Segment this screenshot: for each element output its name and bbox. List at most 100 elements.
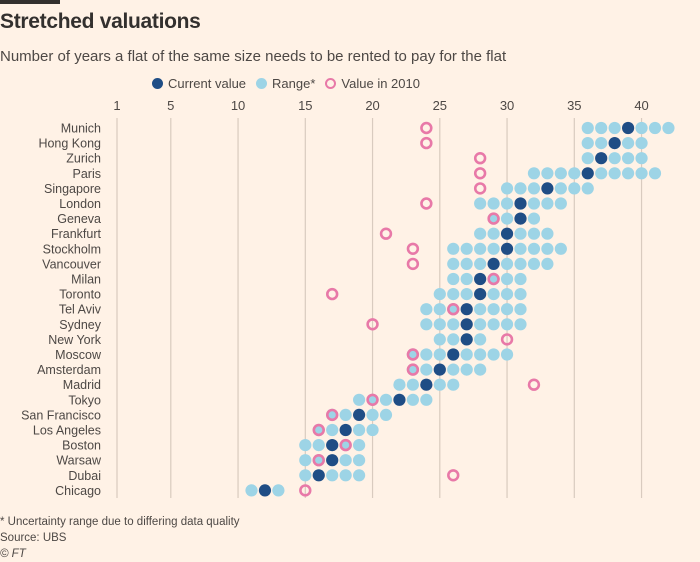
value-2010-dot-frankfurt	[379, 227, 393, 240]
city-label-paris: Paris	[73, 167, 101, 181]
range-dot-stockholm-28	[474, 242, 487, 255]
current-dot-frankfurt	[500, 227, 514, 240]
range-dot-hong-kong-39	[622, 137, 635, 150]
range-dot-los-angeles-17	[326, 423, 339, 437]
range-dot-paris-35	[568, 167, 581, 180]
range-dot-dubai-15	[299, 469, 312, 482]
current-dot-boston	[326, 439, 339, 452]
range-dot-chicago-11	[245, 484, 258, 497]
current-dot-vancouver	[487, 257, 500, 270]
chart-title: Stretched valuations	[0, 10, 201, 33]
value-2010-dot-london	[420, 197, 433, 210]
range-dot-madrid-26	[447, 378, 460, 391]
range-dot-tel-aviv-31	[514, 303, 527, 316]
range-dot-warsaw-19	[353, 454, 366, 467]
range-dot-munich-38	[608, 121, 621, 135]
range-dot-sydney-30	[500, 318, 514, 331]
city-label-hong-kong: Hong Kong	[38, 137, 101, 151]
value-2010-swatch-icon	[325, 78, 337, 89]
current-dot-madrid	[420, 378, 433, 391]
range-dot-frankfurt-33	[541, 227, 554, 240]
value-2010-dot-new-york	[500, 333, 514, 346]
current-dot-milan	[474, 272, 487, 286]
range-dot-vancouver-27	[460, 257, 473, 270]
legend-item-2010: Value in 2010	[325, 76, 420, 91]
range-dot-dubai-17	[326, 469, 339, 482]
range-dot-sydney-25	[433, 318, 446, 331]
range-dot-tel-aviv-25	[433, 303, 446, 316]
current-dot-warsaw	[326, 454, 339, 467]
range-dot-geneva-30	[500, 212, 514, 225]
range-dot-sydney-24	[420, 318, 433, 331]
current-dot-amsterdam	[433, 363, 446, 376]
range-dot-new-york-25	[433, 333, 446, 346]
range-dot-munich-42	[662, 121, 675, 135]
legend-label-range: Range*	[272, 76, 316, 91]
city-label-los-angeles: Los Angeles	[33, 424, 101, 438]
legend: Current value Range* Value in 2010	[152, 76, 420, 91]
source-note: Source: UBS	[0, 532, 67, 544]
x-tick-label-5: 5	[167, 98, 174, 113]
city-label-london: London	[59, 197, 101, 211]
range-dot-toronto-29	[487, 288, 500, 301]
value-2010-dot-tokyo	[366, 393, 379, 406]
value-2010-dot-moscow	[406, 348, 420, 361]
range-dot-paris-33	[541, 167, 554, 180]
legend-item-range: Range*	[256, 76, 315, 91]
range-dot-chicago-13	[272, 484, 285, 497]
range-dot-paris-41	[648, 167, 662, 180]
value-2010-dot-dubai	[447, 469, 460, 482]
range-dot-hong-kong-36	[581, 137, 594, 150]
city-label-warsaw: Warsaw	[56, 454, 102, 468]
range-dot-tel-aviv-30	[500, 303, 514, 316]
range-dot-london-30	[500, 197, 514, 210]
value-2010-dot-warsaw	[312, 454, 325, 467]
range-dot-toronto-30	[500, 288, 514, 301]
current-dot-new-york	[460, 333, 473, 346]
range-dot-zurich-36	[581, 152, 594, 165]
range-dot-dubai-18	[339, 469, 352, 482]
range-dot-milan-27	[460, 272, 473, 286]
city-label-madrid: Madrid	[63, 378, 101, 392]
x-tick-label-25: 25	[433, 98, 447, 113]
range-dot-singapore-35	[568, 182, 581, 195]
city-label-tokyo: Tokyo	[68, 393, 101, 407]
range-dot-vancouver-31	[514, 257, 527, 270]
range-dot-tokyo-24	[420, 393, 433, 406]
range-dot-madrid-22	[393, 378, 406, 391]
range-dot-san-francisco-18	[339, 408, 352, 421]
range-dot-boston-16	[312, 439, 325, 452]
city-label-munich: Munich	[61, 122, 101, 136]
range-dot-sydney-31	[514, 318, 527, 331]
city-label-new-york: New York	[48, 333, 102, 347]
value-2010-dot-singapore	[473, 182, 487, 195]
city-label-frankfurt: Frankfurt	[51, 227, 102, 241]
current-dot-sydney	[460, 318, 473, 331]
range-dot-moscow-30	[500, 348, 514, 361]
value-2010-dot-toronto	[326, 287, 339, 301]
range-dot-warsaw-15	[299, 454, 312, 467]
copyright-note: © FT	[0, 548, 26, 560]
range-dot-paris-39	[622, 167, 635, 180]
footnote: * Uncertainty range due to differing dat…	[0, 516, 240, 528]
current-dot-geneva	[514, 212, 527, 225]
range-dot-vancouver-33	[541, 257, 554, 270]
current-dot-toronto	[474, 288, 487, 301]
city-label-geneva: Geneva	[57, 212, 101, 226]
range-dot-san-francisco-20	[366, 408, 379, 421]
city-label-milan: Milan	[71, 273, 101, 287]
range-dot-tokyo-19	[353, 393, 366, 406]
current-dot-munich	[622, 121, 635, 135]
range-dot-toronto-31	[514, 288, 527, 301]
range-dot-london-32	[527, 197, 541, 210]
range-dot-zurich-38	[608, 152, 621, 165]
range-dot-paris-40	[635, 167, 648, 180]
value-2010-dot-san-francisco	[326, 408, 339, 422]
range-dot-stockholm-32	[527, 242, 541, 255]
value-2010-dot-milan	[487, 272, 500, 286]
range-dot-milan-31	[514, 272, 527, 286]
range-dot-moscow-24	[420, 348, 433, 361]
range-dot-london-28	[474, 197, 487, 210]
current-dot-chicago	[258, 484, 272, 497]
range-dot-san-francisco-21	[379, 408, 393, 421]
